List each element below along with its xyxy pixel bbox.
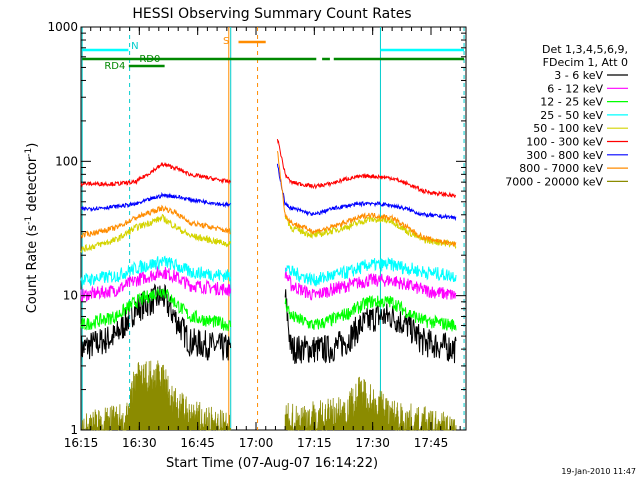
x-tick-label-5: 17:30 xyxy=(355,436,390,450)
series-line-0 xyxy=(80,283,457,364)
legend-label-3: 25 - 50 keV xyxy=(540,109,603,122)
saa-label: S xyxy=(223,36,229,47)
rd0-label: RD0 xyxy=(139,54,160,65)
x-tick-label-6: 17:45 xyxy=(414,436,449,450)
x-tick-label-2: 16:45 xyxy=(180,436,215,450)
y-tick-label-3: 1000 xyxy=(47,20,78,34)
series-line-3 xyxy=(80,255,457,287)
y-tick-label-0: 1 xyxy=(70,423,78,437)
chart-marks: N S RD4 RD0 xyxy=(80,27,465,432)
y-tick-label-2: 100 xyxy=(55,154,78,168)
plot-frame xyxy=(80,26,467,431)
x-tick-label-4: 17:15 xyxy=(297,436,332,450)
legend-label-8: 7000 - 20000 keV xyxy=(505,175,603,188)
y-axis: 1 10 100 1000 xyxy=(47,20,466,437)
series-line-1 xyxy=(80,265,457,302)
x-axis-label: Start Time (07-Aug-07 16:14:22) xyxy=(166,456,378,471)
legend-label-5: 100 - 300 keV xyxy=(526,136,603,149)
x-axis: 16:15 16:30 16:45 17:00 17:15 17:30 17:45 xyxy=(64,27,461,450)
legend-label-0: 3 - 6 keV xyxy=(554,69,603,82)
x-tick-label-0: 16:15 xyxy=(64,436,99,450)
x-tick-label-1: 16:30 xyxy=(122,436,157,450)
night-label: N xyxy=(131,41,138,52)
legend-label-4: 50 - 100 keV xyxy=(533,122,603,135)
legend-header-line-1: Det 1,3,4,5,6,9, xyxy=(542,43,628,56)
y-tick-label-1: 10 xyxy=(63,289,78,303)
series-line-4 xyxy=(80,213,457,253)
series-line-8 xyxy=(81,360,457,432)
x-tick-label-3: 17:00 xyxy=(239,436,274,450)
footer-timestamp: 19-Jan-2010 11:47 xyxy=(561,467,636,476)
y-axis-label: Count Rate (s-1 detector-1) xyxy=(24,143,40,314)
legend-header-line-2: FDecim 1, Att 0 xyxy=(543,56,628,69)
chart-title: HESSI Observing Summary Count Rates xyxy=(132,6,411,22)
rd4-label: RD4 xyxy=(104,61,125,72)
series-line-7 xyxy=(80,150,457,248)
series-line-5 xyxy=(80,139,457,199)
series-line-6 xyxy=(80,163,457,222)
legend-label-6: 300 - 800 keV xyxy=(526,149,603,162)
legend-label-7: 800 - 7000 keV xyxy=(519,162,603,175)
legend-label-2: 12 - 25 keV xyxy=(540,96,603,109)
series-line-2 xyxy=(80,288,457,332)
legend-label-1: 6 - 12 keV xyxy=(547,82,603,95)
